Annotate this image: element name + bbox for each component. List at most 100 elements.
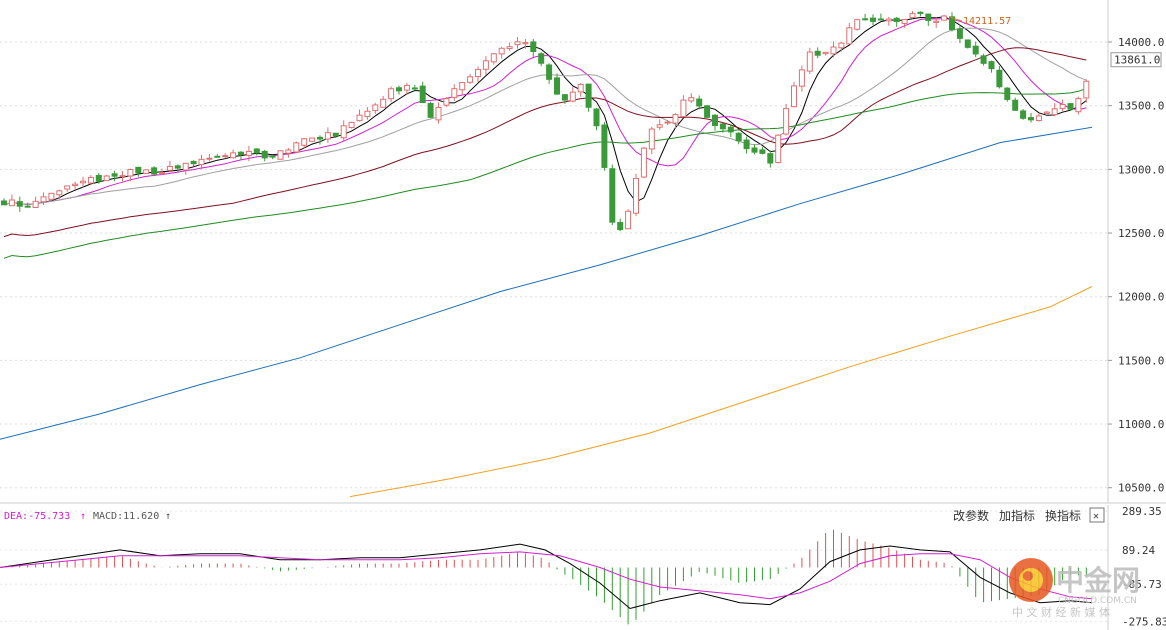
ma-line-120 [0,126,1093,440]
high-annotation-line [949,16,963,22]
ma-line-30 [3,47,1087,238]
candle-down [1012,99,1019,111]
candle-down [24,205,31,208]
last-price-label: 13861.0 [1114,54,1160,67]
candle-up [648,128,655,150]
candle-up [475,69,481,77]
candle-up [182,162,189,171]
candle-up [277,150,284,160]
last-price-box [1110,52,1162,68]
candle-up [222,155,229,158]
candle-up [569,91,576,102]
main-y-tick-label: 13000.0 [1118,163,1164,176]
candle-down [151,167,158,175]
candle-down [862,18,869,21]
macd-lines [0,543,1093,610]
candle-up [348,121,355,129]
candle-up [688,97,695,102]
candle-down [712,114,718,126]
candle-down [893,17,900,23]
candle-up [388,88,395,100]
candle-down [253,148,260,154]
macd-arrow: ↑ [165,511,171,522]
candle-up [672,114,679,124]
candle-up [1051,108,1058,116]
candle-up [372,104,379,111]
candle-up [435,107,442,121]
close-box[interactable] [1089,507,1105,523]
candle-down [332,132,339,137]
candle-up [909,13,916,19]
candle-up [8,199,15,207]
candle-down [743,139,750,150]
candle-up [324,132,331,140]
change-params-button[interactable]: 改参数 [953,508,989,523]
candle-up [1043,111,1050,114]
candle-up [40,196,47,203]
candle-up [32,200,39,208]
candle-up [664,121,671,124]
candle-down [704,105,711,118]
candle-down [696,98,703,107]
candle-up [941,15,948,21]
candle-up [933,20,940,23]
main-y-tick-label: 11500.0 [1118,354,1164,367]
candle-up [245,150,252,157]
candle-up [846,27,853,45]
candle-up [285,149,292,154]
candle-down [317,136,323,140]
candle-down [585,83,592,108]
candle-up [783,108,790,135]
candle-up [206,157,213,160]
high-annotation: 14211.57 [949,16,1011,27]
dea-arrow: ↑ [80,511,86,522]
candle-up [506,46,513,50]
candle-down [1004,87,1011,100]
candle-down [269,155,276,158]
candle-up [166,165,173,171]
macd-dif-line [0,543,1093,610]
candle-down [111,173,118,177]
ma-line-10 [3,18,1087,206]
candle-down [190,160,197,165]
watermark-brand: 中金网 [1056,564,1140,597]
candle-down [530,41,537,52]
candle-down [1,200,7,206]
candle-up [680,99,687,118]
close-indicator-button[interactable]: ✕ [1089,507,1105,523]
ma-line-20 [3,27,1087,206]
macd-dea-line [0,551,1093,600]
candle-down [593,108,600,127]
candle-down [419,85,426,104]
macd-legend: DEA:-75.733 ↑ MACD:11.620 ↑ [4,511,171,522]
candle-down [735,132,742,142]
candle-up [72,183,79,187]
candle-down [727,126,734,133]
add-indicator-button[interactable]: 加指标 [999,508,1035,523]
candle-down [135,166,142,174]
candle-up [625,210,632,230]
switch-indicator-button[interactable]: 换指标 [1045,508,1081,523]
candle-up [838,42,845,49]
watermark-logo-dot [1023,571,1033,581]
candle-up [1075,98,1082,113]
close-icon[interactable]: ✕ [1093,511,1099,522]
ma-line-250 [349,286,1093,498]
candle-up [309,137,316,142]
candle-down [870,17,876,22]
candle-down [609,168,616,223]
candle-up [791,85,797,108]
macd-y-tick-label: 89.24 [1122,544,1155,557]
candle-down [964,39,971,48]
candle-up [459,81,466,91]
candle-down [996,69,1003,88]
candle-down [411,87,418,90]
candlesticks [1,11,1090,232]
candle-down [767,153,774,164]
candle-up [854,19,861,30]
candle-down [396,87,402,92]
candle-down [427,102,434,118]
main-y-tick-label: 13500.0 [1118,100,1164,113]
candle-up [127,169,134,177]
